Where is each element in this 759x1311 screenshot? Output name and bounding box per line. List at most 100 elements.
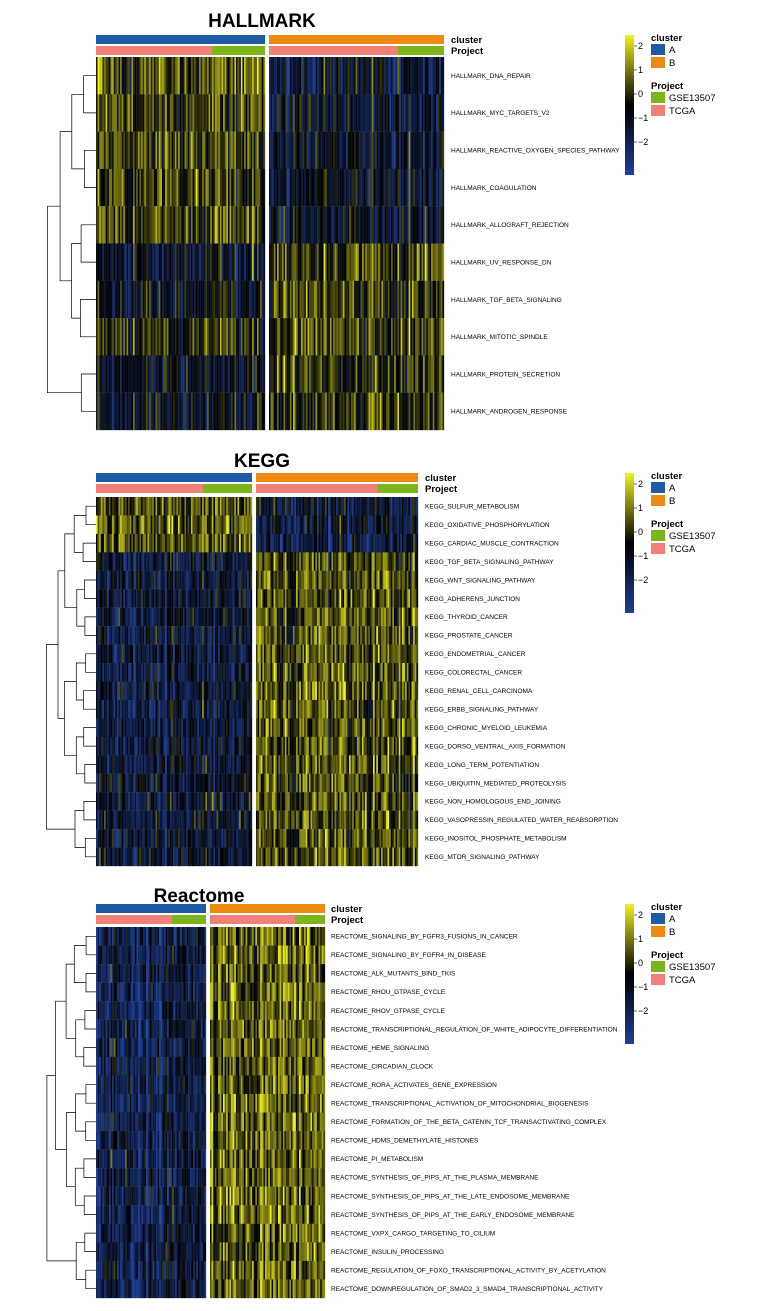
heat-cell-a xyxy=(115,699,118,719)
heat-cell-b xyxy=(394,318,396,356)
heat-cell-b xyxy=(413,626,415,645)
heat-cell-a xyxy=(226,626,229,645)
heat-cell-b xyxy=(382,243,385,281)
heat-cell-a xyxy=(104,644,106,664)
heat-cell-b xyxy=(426,206,429,244)
heat-cell-b xyxy=(324,626,327,645)
heat-cell-b xyxy=(357,533,359,553)
heat-cell-a xyxy=(99,318,101,356)
heat-cell-a xyxy=(168,168,171,207)
heat-cell-a xyxy=(163,280,166,319)
heat-cell-b xyxy=(310,570,313,590)
heat-cell-a xyxy=(110,663,113,682)
heat-cell-b xyxy=(382,552,385,571)
heat-cell-b xyxy=(429,280,432,319)
heat-cell-b xyxy=(378,131,380,170)
heat-cell-b xyxy=(285,131,287,170)
heat-cell-b xyxy=(296,570,298,590)
heat-cell-a xyxy=(210,552,212,571)
heat-cell-a xyxy=(226,552,229,571)
heat-cell-b xyxy=(259,626,261,645)
row-label: HALLMARK_ANDROGEN_RESPONSE xyxy=(451,409,568,416)
heat-cell-a xyxy=(181,755,183,774)
heat-cell-a xyxy=(255,280,258,319)
heat-cell-a xyxy=(187,773,190,793)
heat-cell-a xyxy=(120,589,122,608)
heat-cell-b xyxy=(357,280,360,319)
heat-cell-a xyxy=(120,607,122,627)
heat-cell-a xyxy=(160,243,163,281)
heat-cell-a xyxy=(123,699,126,719)
heat-cell-b xyxy=(374,206,377,244)
heat-cell-a xyxy=(200,168,203,207)
heat-cell-a xyxy=(178,829,180,848)
heat-cell-a xyxy=(126,515,129,535)
heat-cell-a xyxy=(208,131,211,170)
heat-cell-a xyxy=(187,206,190,244)
heat-cell-a xyxy=(239,607,241,627)
heat-cell-b xyxy=(344,607,346,627)
heat-cell-a xyxy=(227,626,230,645)
heat-cell-a xyxy=(128,626,130,645)
heat-cell-a xyxy=(224,589,227,608)
heat-cell-a xyxy=(197,718,200,737)
heat-cell-b xyxy=(328,589,330,608)
heat-cell-a xyxy=(161,644,164,664)
heat-cell-b xyxy=(344,626,346,645)
heat-cell-a xyxy=(260,280,262,319)
heat-cell-a xyxy=(105,644,108,664)
heat-cell-b xyxy=(371,552,374,571)
heat-cell-a xyxy=(161,533,164,553)
heat-cell-b xyxy=(373,515,375,535)
heat-cell-a xyxy=(107,497,110,516)
heat-cell-a xyxy=(165,94,167,132)
heat-cell-a xyxy=(232,626,235,645)
project-bar-a-tcga xyxy=(96,484,203,493)
heat-cell-a xyxy=(136,626,138,645)
heat-cell-b xyxy=(321,392,324,431)
heat-cell-b xyxy=(288,280,291,319)
heat-cell-b xyxy=(374,552,377,571)
heat-cell-a xyxy=(139,57,142,95)
heat-cell-a xyxy=(144,663,147,682)
heat-cell-a xyxy=(237,515,240,535)
heat-cell-a xyxy=(166,497,169,516)
heat-cell-b xyxy=(304,318,307,356)
heat-cell-a xyxy=(102,773,105,793)
heat-cell-a xyxy=(250,206,253,244)
heat-cell-b xyxy=(381,206,384,244)
heat-cell-b xyxy=(408,131,411,170)
heat-cell-b xyxy=(273,94,276,132)
heat-cell-a xyxy=(232,699,235,719)
heat-cell-b xyxy=(268,626,271,645)
heat-cell-a xyxy=(200,810,203,830)
heat-cell-b xyxy=(429,168,432,207)
heat-cell-b xyxy=(281,280,284,319)
heat-cell-a xyxy=(157,533,159,553)
heat-cell-b xyxy=(299,552,302,571)
heat-cell-a xyxy=(240,829,243,848)
heat-cell-a xyxy=(112,570,114,590)
heat-cell-a xyxy=(210,736,212,756)
heat-cell-b xyxy=(350,355,353,393)
heat-cell-a xyxy=(247,57,250,95)
heat-cell-b xyxy=(289,280,292,319)
heat-cell-a xyxy=(229,589,232,608)
heat-cell-a xyxy=(247,570,249,590)
heat-cell-a xyxy=(160,355,163,393)
heat-cell-a xyxy=(203,168,206,207)
heat-cell-a xyxy=(224,847,227,867)
heat-cell-a xyxy=(147,607,150,627)
heat-cell-b xyxy=(418,243,421,281)
heat-cell-b xyxy=(304,131,307,170)
heat-cell-a xyxy=(242,792,245,811)
heat-cell-a xyxy=(141,515,143,535)
heat-cell-b xyxy=(323,589,326,608)
heat-cell-b xyxy=(291,206,294,244)
heat-cell-b xyxy=(387,552,390,571)
heat-cell-a xyxy=(132,497,135,516)
heat-cell-a xyxy=(181,533,183,553)
heat-cell-a xyxy=(147,533,150,553)
heat-cell-b xyxy=(394,206,396,244)
heat-cell-b xyxy=(257,533,260,553)
